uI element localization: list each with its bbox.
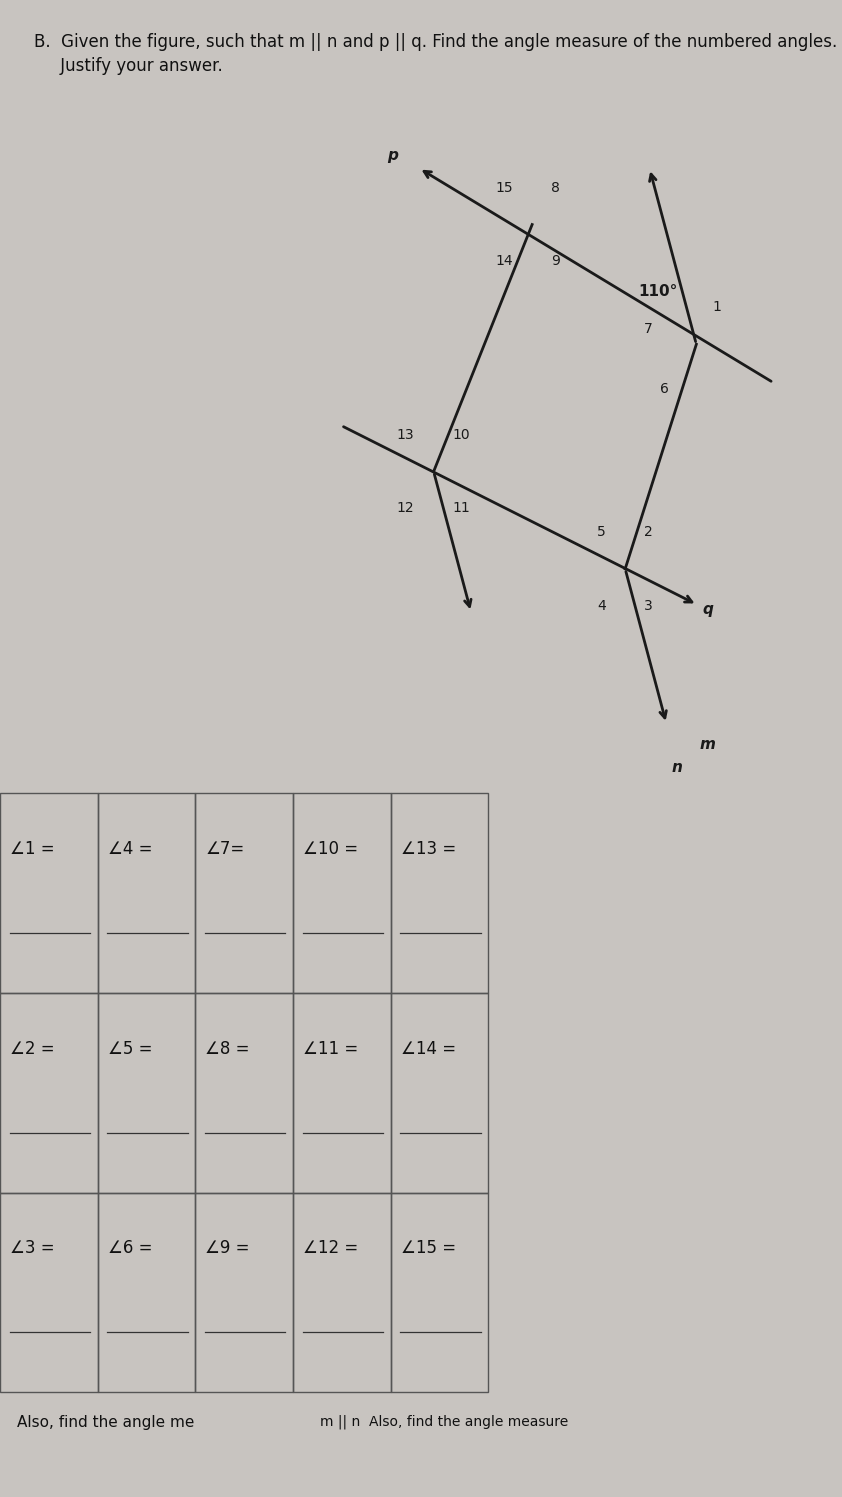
Text: 4: 4 xyxy=(597,599,606,612)
Text: q: q xyxy=(702,602,713,617)
Text: m || n  Also, find the angle measure: m || n Also, find the angle measure xyxy=(320,1415,568,1430)
Text: ∠10 =: ∠10 = xyxy=(303,840,358,858)
Text: ∠14 =: ∠14 = xyxy=(401,1040,456,1058)
Text: ∠2 =: ∠2 = xyxy=(10,1040,55,1058)
Text: Also, find the angle me: Also, find the angle me xyxy=(17,1415,195,1430)
Text: ∠7=: ∠7= xyxy=(205,840,245,858)
Text: m: m xyxy=(700,737,716,751)
Text: 9: 9 xyxy=(552,254,560,268)
Text: ∠11 =: ∠11 = xyxy=(303,1040,359,1058)
Text: 110°: 110° xyxy=(638,284,678,299)
Text: ∠6 =: ∠6 = xyxy=(108,1240,152,1257)
Text: 15: 15 xyxy=(495,181,513,195)
Text: ∠1 =: ∠1 = xyxy=(10,840,55,858)
Text: p: p xyxy=(386,148,397,163)
Text: ∠3 =: ∠3 = xyxy=(10,1240,55,1257)
Text: 12: 12 xyxy=(397,501,414,515)
Text: 5: 5 xyxy=(597,525,606,539)
Text: ∠9 =: ∠9 = xyxy=(205,1240,250,1257)
Text: ∠12 =: ∠12 = xyxy=(303,1240,359,1257)
Text: 14: 14 xyxy=(495,254,513,268)
Text: 1: 1 xyxy=(712,301,722,314)
Text: ∠15 =: ∠15 = xyxy=(401,1240,456,1257)
Text: 8: 8 xyxy=(552,181,560,195)
Text: 13: 13 xyxy=(397,428,414,442)
Text: 6: 6 xyxy=(660,382,669,395)
Text: 11: 11 xyxy=(453,501,471,515)
Text: 7: 7 xyxy=(644,322,653,337)
Text: n: n xyxy=(672,759,683,774)
Text: ∠13 =: ∠13 = xyxy=(401,840,456,858)
Text: ∠5 =: ∠5 = xyxy=(108,1040,152,1058)
Text: Justify your answer.: Justify your answer. xyxy=(34,57,222,75)
Text: B.  Given the figure, such that m || n and p || q. Find the angle measure of the: B. Given the figure, such that m || n an… xyxy=(34,33,837,51)
Text: ∠4 =: ∠4 = xyxy=(108,840,152,858)
Text: 2: 2 xyxy=(644,525,653,539)
Text: ∠8 =: ∠8 = xyxy=(205,1040,250,1058)
Text: 10: 10 xyxy=(453,428,471,442)
Text: 3: 3 xyxy=(644,599,653,612)
